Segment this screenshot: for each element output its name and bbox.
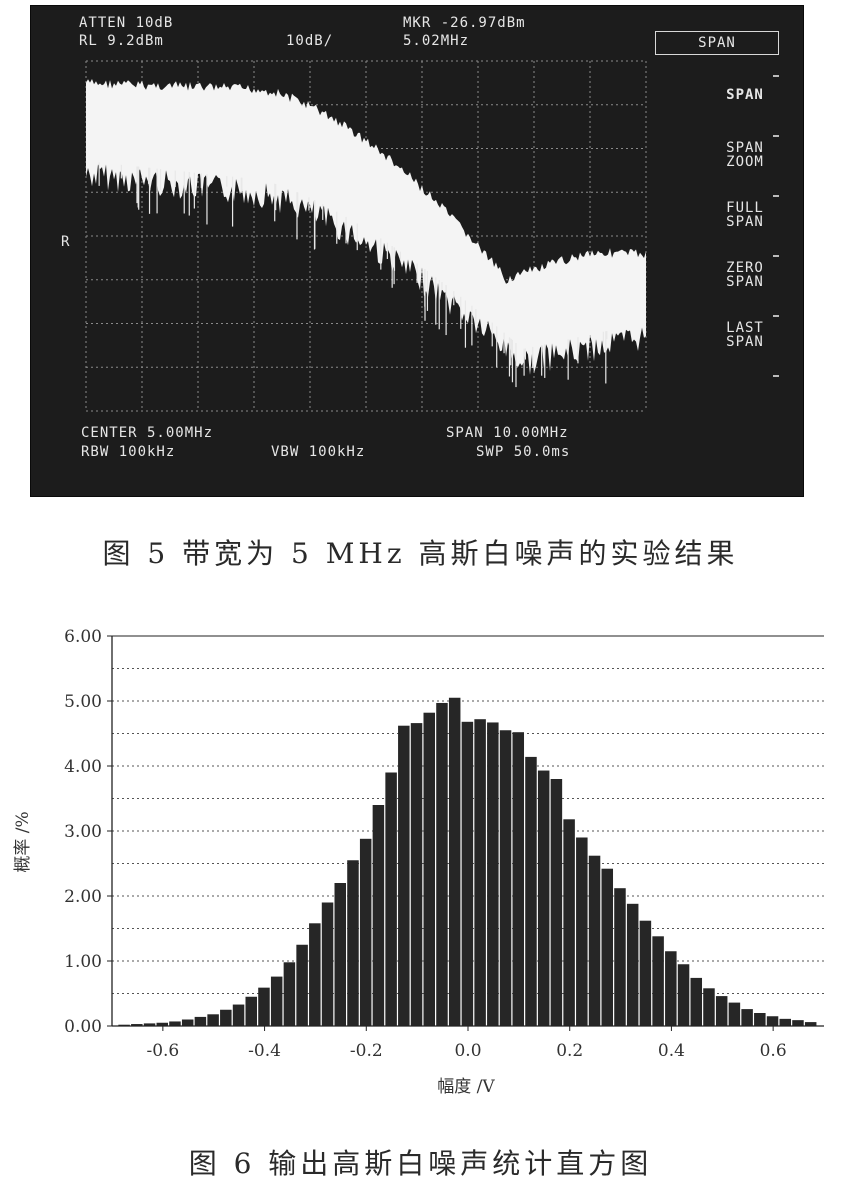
histogram-bar [169,1021,181,1026]
histogram-bar [423,712,436,1026]
histogram-bar [309,923,321,1026]
histogram-bar [576,837,588,1026]
histogram-bar [525,756,537,1026]
histogram-bar [321,902,334,1026]
histogram-bar [690,977,703,1026]
histogram-bar [207,1014,219,1026]
histogram-bar [499,730,512,1026]
y-tick-label: 4.00 [64,757,102,777]
histogram-bar [372,805,385,1026]
histogram-bar [258,987,270,1026]
x-axis-label: 幅度 /V [437,1077,495,1097]
center-frequency-readout: CENTER 5.00MHz [81,425,214,441]
histogram-bar [448,697,461,1026]
histogram-bar [296,944,308,1026]
histogram-bar [614,888,626,1026]
vbw-readout: VBW 100kHz [271,444,366,460]
histogram-bar [754,1013,766,1026]
x-tick-label: -0.2 [350,1041,383,1061]
x-tick-label: -0.4 [248,1041,281,1061]
histogram-bar [792,1020,804,1026]
histogram-bar [512,732,525,1026]
histogram-bar [220,1009,232,1026]
histogram-bar [156,1022,169,1026]
histogram-bar [232,1004,245,1026]
y-tick-label: 0.00 [64,1017,102,1037]
side-label: R [61,234,71,250]
histogram-bar [410,723,423,1026]
histogram-bar [347,860,359,1026]
histogram-bar [461,721,474,1026]
softkey-zero-span[interactable]: ZERO SPAN [726,260,764,290]
histogram-bar [665,951,677,1026]
sweep-time-readout: SWP 50.0ms [476,444,571,460]
histogram-bar [639,920,652,1026]
histogram-chart: 概率 /% 幅度 /V 0.00 1.00 2.00 3.00 4.00 5.00 6.00… [13,627,824,1097]
x-tick-label: 0.4 [658,1041,685,1061]
histogram-bar [131,1024,143,1026]
histogram-bar [804,1022,817,1026]
marker-frequency-readout: 5.02MHz [403,33,470,49]
histogram-bar [283,962,296,1026]
histogram-bar [118,1024,130,1026]
spectrum-analyzer-photo: ATTEN 10dB RL 9.2dBm 10dB/ MKR -26.97dBm… [30,5,804,497]
histogram-bar [626,903,639,1026]
histogram-bar [715,996,728,1026]
histogram-bar [728,1002,741,1026]
histogram-bar [601,868,614,1026]
histogram-bar [766,1016,779,1026]
atten-readout: ATTEN 10dB [79,15,174,31]
y-tick-label: 2.00 [64,887,102,907]
softkey-span[interactable]: SPAN [726,87,764,103]
histogram-bar [652,936,664,1026]
softkey-last-span[interactable]: LAST SPAN [726,320,764,350]
histogram-bar [588,855,601,1026]
x-tick-label: 0.0 [454,1041,481,1061]
histogram-bar [703,988,715,1026]
histogram-bar [474,719,486,1026]
y-tick-label: 3.00 [64,822,102,842]
histogram-bar [398,725,410,1026]
histogram-bar [550,779,563,1026]
rbw-readout: RBW 100kHz [81,444,176,460]
marker-readout: MKR -26.97dBm [403,15,526,31]
histogram-bar [245,996,258,1026]
x-tick-label: 0.6 [760,1041,787,1061]
histogram-bar [359,838,372,1026]
figure-6-caption: 图 6 输出高斯白噪声统计直方图 [188,1147,653,1180]
noise-trace [86,79,646,375]
y-tick-label: 6.00 [64,627,102,647]
softkey-full-span[interactable]: FULL SPAN [726,200,764,230]
histogram-bar [270,976,283,1026]
histogram-bar [779,1018,792,1026]
histogram-bar [436,702,448,1026]
scale-readout: 10dB/ [286,33,334,49]
histogram-bar [334,883,347,1026]
noise-spikes [98,162,608,388]
histogram-bar [143,1023,156,1026]
x-tick-label: -0.6 [146,1041,179,1061]
spectrum-display [85,60,779,412]
histogram-bar [385,772,397,1026]
histogram-bar [194,1016,207,1026]
histogram-bar [487,722,499,1026]
x-tick-label: 0.2 [556,1041,583,1061]
histogram-bar [181,1019,194,1026]
y-tick-label: 5.00 [64,692,102,712]
y-tick-label: 1.00 [64,952,102,972]
histogram-bar [741,1009,753,1026]
figure-5-caption: 图 5 带宽为 5 MHz 高斯白噪声的实验结果 [102,537,739,570]
softkey-span-zoom[interactable]: SPAN ZOOM [726,140,764,170]
histogram-bar [563,819,575,1026]
span-readout: SPAN 10.00MHz [446,425,569,441]
reference-level-readout: RL 9.2dBm [79,33,164,49]
y-axis-label: 概率 /% [13,811,33,872]
softkey-active-span[interactable]: SPAN [655,31,779,55]
histogram-bar [537,770,550,1026]
histogram-bar [677,964,690,1026]
